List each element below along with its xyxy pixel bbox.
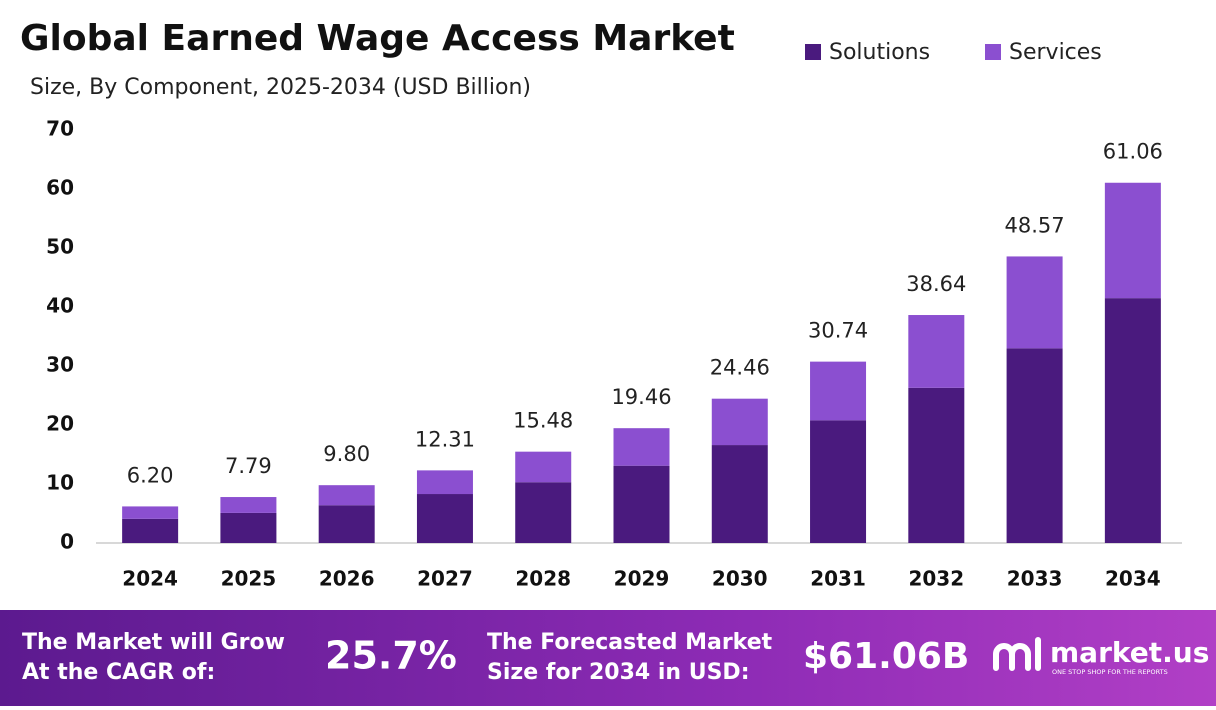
cagr-value: 25.7% <box>325 634 457 678</box>
bar-segment <box>908 315 965 388</box>
y-tick-label: 10 <box>46 471 74 495</box>
bar-segment <box>613 465 670 543</box>
size-label: The Forecasted Market <box>487 630 773 655</box>
chart-subtitle: Size, By Component, 2025-2034 (USD Billi… <box>30 75 531 100</box>
y-tick-label: 50 <box>46 235 74 259</box>
legend-swatch <box>985 44 1001 60</box>
bar-segment <box>515 482 572 543</box>
x-tick-label: 2033 <box>1007 567 1063 591</box>
y-tick-label: 20 <box>46 412 74 436</box>
y-tick-label: 60 <box>46 176 74 200</box>
total-label: 24.46 <box>710 356 770 380</box>
total-label: 9.80 <box>323 442 370 466</box>
total-label: 15.48 <box>513 409 573 433</box>
bar-segment <box>810 420 867 543</box>
footer-band <box>0 610 1216 706</box>
bar-segment <box>908 387 965 543</box>
x-tick-label: 2032 <box>908 567 964 591</box>
bar-segment <box>122 506 179 519</box>
bar-segment <box>1104 182 1161 299</box>
bar-segment <box>711 445 768 543</box>
x-tick-label: 2031 <box>810 567 866 591</box>
cagr-label: At the CAGR of: <box>22 660 215 685</box>
total-label: 61.06 <box>1103 140 1163 164</box>
x-tick-label: 2030 <box>712 567 768 591</box>
y-tick-label: 70 <box>46 117 74 141</box>
bar-segment <box>416 494 473 543</box>
y-tick-label: 30 <box>46 353 74 377</box>
total-label: 7.79 <box>225 454 272 478</box>
bar-segment <box>810 361 867 421</box>
bar-segment <box>711 398 768 446</box>
cagr-label: The Market will Grow <box>22 630 285 655</box>
legend-swatch <box>805 44 821 60</box>
legend-label: Solutions <box>829 40 930 65</box>
bar-segment <box>515 451 572 483</box>
brand: market.us <box>1050 636 1209 669</box>
total-label: 12.31 <box>415 427 475 451</box>
total-label: 6.20 <box>127 463 174 487</box>
tagline: ONE STOP SHOP FOR THE REPORTS <box>1052 668 1168 676</box>
size-value: $61.06B <box>803 636 969 677</box>
bar-segment <box>318 505 375 543</box>
bar-segment <box>318 485 375 506</box>
total-label: 30.74 <box>808 319 868 343</box>
x-tick-label: 2025 <box>221 567 277 591</box>
x-tick-label: 2034 <box>1105 567 1161 591</box>
bar-segment <box>1006 256 1063 349</box>
y-tick-label: 40 <box>46 294 74 318</box>
x-tick-label: 2024 <box>122 567 178 591</box>
bar-segment <box>1104 298 1161 543</box>
bar-segment <box>122 518 179 543</box>
bar-segment <box>416 470 473 495</box>
chart-title: Global Earned Wage Access Market <box>20 18 735 59</box>
x-tick-label: 2029 <box>614 567 670 591</box>
total-label: 19.46 <box>611 385 671 409</box>
bar-segment <box>613 428 670 466</box>
x-tick-label: 2027 <box>417 567 473 591</box>
total-label: 48.57 <box>1005 213 1065 237</box>
bar-segment <box>220 512 277 543</box>
bar-segment <box>1006 348 1063 543</box>
logo-icon <box>993 637 1041 671</box>
x-tick-label: 2026 <box>319 567 375 591</box>
total-label: 38.64 <box>906 272 966 296</box>
y-tick-label: 0 <box>60 530 74 554</box>
size-label: Size for 2034 in USD: <box>487 660 750 685</box>
x-tick-label: 2028 <box>515 567 571 591</box>
bar-segment <box>220 497 277 513</box>
legend-label: Services <box>1009 40 1102 65</box>
